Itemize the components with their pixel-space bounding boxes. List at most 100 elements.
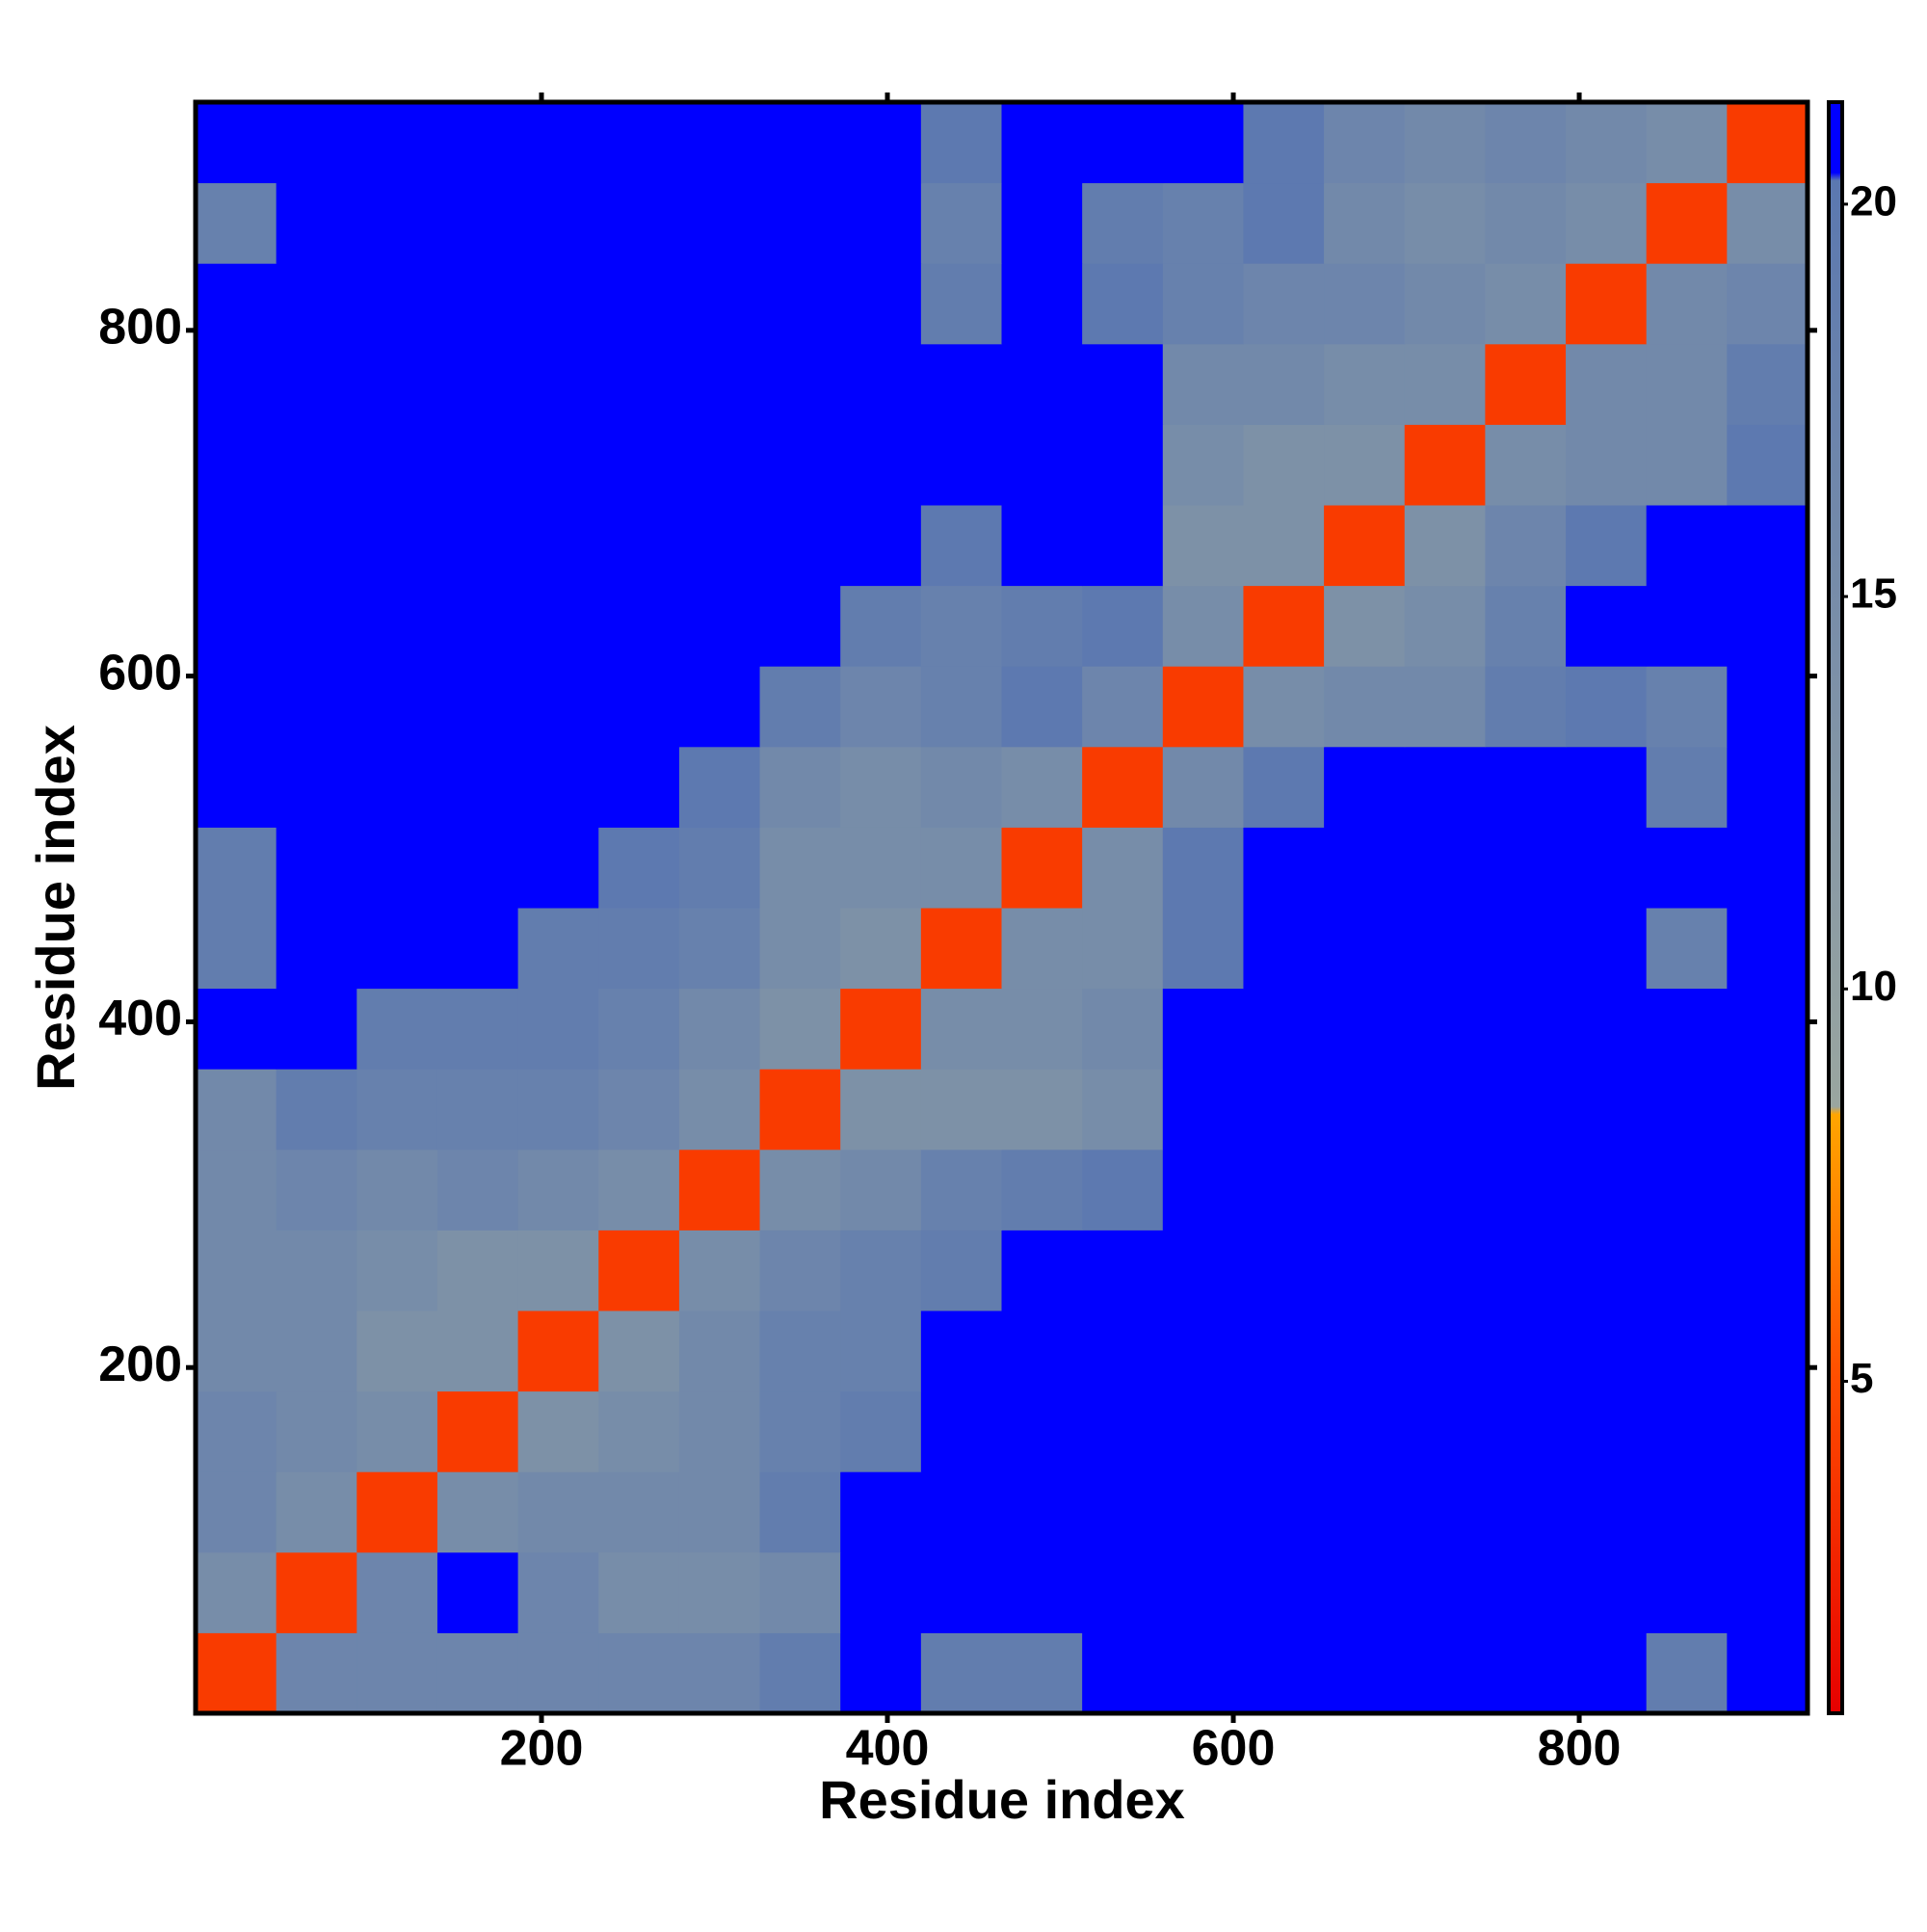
heatmap-cell xyxy=(1727,585,1808,667)
heatmap-cell xyxy=(598,585,680,667)
heatmap-cell xyxy=(1243,1471,1325,1553)
heatmap-cell xyxy=(517,1632,599,1714)
heatmap-cell xyxy=(840,424,922,506)
heatmap-cell xyxy=(356,1310,438,1392)
heatmap-cell xyxy=(598,263,680,345)
heatmap-cell xyxy=(436,505,519,587)
heatmap-cell xyxy=(1243,263,1325,345)
heatmap-cell xyxy=(1324,1230,1406,1311)
heatmap-cell xyxy=(759,1551,841,1633)
heatmap-cell xyxy=(759,1471,841,1553)
heatmap-cell xyxy=(1727,746,1808,828)
y-axis-title: Residue index xyxy=(25,725,86,1091)
heatmap-cell xyxy=(598,424,680,506)
heatmap-cell xyxy=(436,1632,519,1714)
heatmap-cell xyxy=(517,1230,599,1311)
heatmap-cell xyxy=(920,827,1002,909)
heatmap-cell xyxy=(920,263,1002,345)
heatmap-cell xyxy=(1727,505,1808,587)
heatmap-cell xyxy=(517,666,599,748)
heatmap-cell xyxy=(840,1471,922,1553)
heatmap-cell xyxy=(276,1230,357,1311)
heatmap-cell xyxy=(356,1069,438,1151)
heatmap-cell xyxy=(1727,1551,1808,1633)
heatmap-cell xyxy=(1162,343,1244,425)
heatmap-cell xyxy=(1324,343,1406,425)
heatmap-cell xyxy=(1727,1149,1808,1231)
heatmap-cell xyxy=(598,746,680,828)
heatmap-cell xyxy=(436,1390,519,1472)
heatmap-cell xyxy=(276,585,357,667)
heatmap-cell xyxy=(196,666,277,748)
heatmap-cell xyxy=(598,988,680,1070)
heatmap-cell xyxy=(759,1069,841,1151)
heatmap-cell xyxy=(1162,988,1244,1070)
heatmap-cell xyxy=(1646,827,1728,909)
heatmap-cell xyxy=(1404,666,1486,748)
heatmap-cell xyxy=(1162,182,1244,264)
heatmap-cell xyxy=(1001,1551,1083,1633)
heatmap-cell xyxy=(1162,1471,1244,1553)
heatmap-cell xyxy=(517,988,599,1070)
heatmap-cell xyxy=(276,988,357,1070)
heatmap-cell xyxy=(920,343,1002,425)
heatmap-cell xyxy=(1162,1230,1244,1311)
heatmap-cell xyxy=(276,102,357,184)
heatmap-cell xyxy=(1404,263,1486,345)
heatmap-cell xyxy=(1243,182,1325,264)
heatmap-cell xyxy=(517,1390,599,1472)
heatmap-cell xyxy=(1162,908,1244,990)
heatmap-cell xyxy=(356,585,438,667)
heatmap-cell xyxy=(1243,1069,1325,1151)
heatmap-cell xyxy=(1646,102,1728,184)
x-tick-label: 400 xyxy=(846,1721,930,1777)
heatmap-cell xyxy=(356,827,438,909)
heatmap-cell xyxy=(436,102,519,184)
heatmap-cell xyxy=(356,343,438,425)
heatmap-cell xyxy=(276,505,357,587)
heatmap-cell xyxy=(1566,1390,1648,1472)
heatmap-cell xyxy=(1001,1069,1083,1151)
heatmap-cell xyxy=(1001,182,1083,264)
heatmap-cell xyxy=(920,182,1002,264)
heatmap-cell xyxy=(920,1310,1002,1392)
heatmap-cell xyxy=(1404,182,1486,264)
heatmap-cell xyxy=(1001,102,1083,184)
heatmap-cell xyxy=(1646,1149,1728,1231)
heatmap-cell xyxy=(436,988,519,1070)
heatmap-cell xyxy=(1001,1149,1083,1231)
heatmap-cell xyxy=(436,343,519,425)
heatmap-cell xyxy=(1646,988,1728,1070)
heatmap-cell xyxy=(1485,666,1567,748)
heatmap-cell xyxy=(1324,908,1406,990)
colorbar-tick-label: 10 xyxy=(1850,963,1897,1010)
heatmap-cell xyxy=(1243,1310,1325,1392)
heatmap-cell xyxy=(759,908,841,990)
heatmap-cell xyxy=(759,1632,841,1714)
heatmap-cell xyxy=(1001,1471,1083,1553)
heatmap-cell xyxy=(1243,666,1325,748)
heatmap-cell xyxy=(920,1551,1002,1633)
heatmap-cell xyxy=(1404,1310,1486,1392)
heatmap-cell xyxy=(920,908,1002,990)
heatmap-cell xyxy=(1082,1551,1164,1633)
heatmap-cell xyxy=(1243,988,1325,1070)
heatmap xyxy=(196,102,1808,1714)
heatmap-cell xyxy=(1566,102,1648,184)
heatmap-cell xyxy=(1727,1632,1808,1714)
heatmap-cell xyxy=(1485,827,1567,909)
heatmap-cell xyxy=(1485,263,1567,345)
heatmap-cell xyxy=(1001,585,1083,667)
heatmap-cell xyxy=(356,746,438,828)
heatmap-cell xyxy=(598,102,680,184)
heatmap-cell xyxy=(1646,908,1728,990)
heatmap-cell xyxy=(1082,666,1164,748)
heatmap-cell xyxy=(1243,746,1325,828)
heatmap-cell xyxy=(598,908,680,990)
heatmap-cell xyxy=(840,1310,922,1392)
heatmap-cell xyxy=(356,424,438,506)
heatmap-cell xyxy=(436,1310,519,1392)
heatmap-cell xyxy=(759,424,841,506)
heatmap-cell xyxy=(276,1149,357,1231)
heatmap-cell xyxy=(1646,263,1728,345)
